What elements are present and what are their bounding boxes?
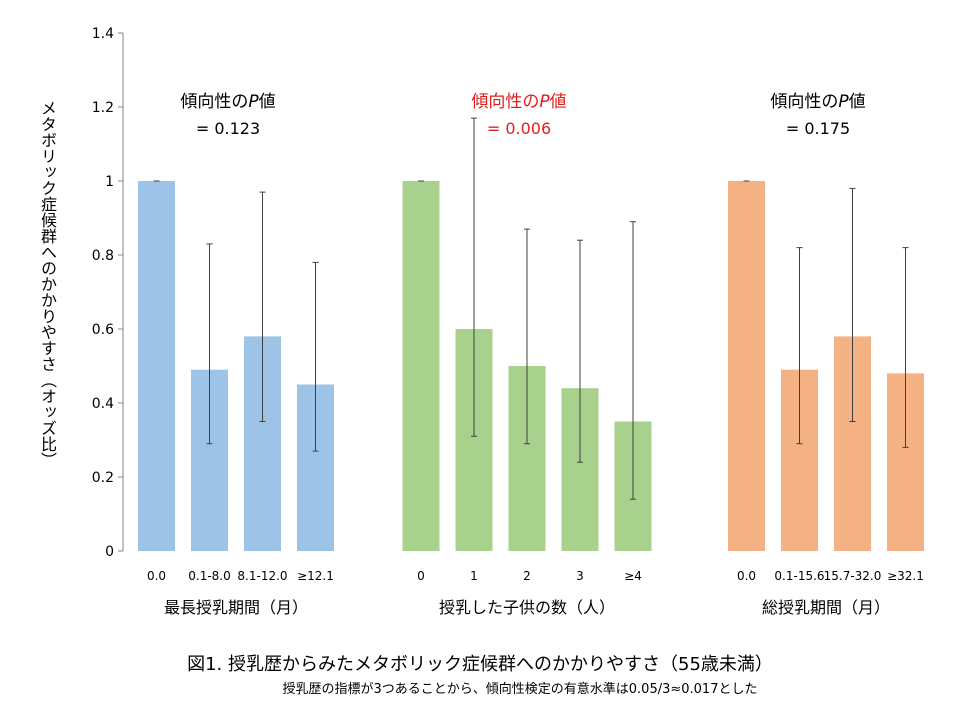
trend-p-label: 傾向性のP値 [180,92,275,112]
x-tick-label: ≥32.1 [887,569,924,583]
group-axis-label: 総授乳期間（月） [762,598,890,617]
trend-p-suffix: 値 [259,92,276,112]
x-tick-label: 2 [523,569,531,583]
x-tick-label: ≥4 [624,569,642,583]
bar [728,181,765,551]
y-tick-label: 0.6 [92,322,114,338]
trend-p-value: = 0.006 [487,119,551,138]
x-tick-label: ≥12.1 [297,569,334,583]
x-tick-label: 8.1-12.0 [237,569,287,583]
x-tick-label: 3 [576,569,584,583]
y-tick-label: 1 [105,174,114,190]
trend-p-label: 傾向性のP値 [471,92,566,112]
x-tick-label: 0.1-8.0 [188,569,231,583]
y-tick-label: 0.2 [92,470,114,486]
y-tick-label: 1.2 [92,100,114,116]
y-tick-label: 0.8 [92,248,114,264]
y-tick-label: 0.4 [92,396,114,412]
trend-p-label: 傾向性のP値 [770,92,865,112]
trend-p-value: = 0.175 [786,119,850,138]
trend-p-suffix: 値 [550,92,567,112]
trend-p-suffix: 値 [849,92,866,112]
trend-p-prefix: 傾向性の [471,92,539,112]
y-axis-label-wrap: メタボリック症候群へのかかりやすさ（オッズ比） [34,100,60,560]
x-tick-label: 15.7-32.0 [824,569,882,583]
x-tick-label: 0.0 [147,569,166,583]
x-tick-label: 0 [417,569,425,583]
figure-title: 図1. 授乳歴からみたメタボリック症候群へのかかりやすさ（55歳未満） [187,654,773,675]
y-tick-label: 0 [105,544,114,560]
x-tick-label: 1 [470,569,478,583]
trend-p-value: = 0.123 [196,119,260,138]
y-tick-label: 1.4 [92,26,114,42]
x-tick-label: 0.1-15.6 [774,569,824,583]
group-axis-label: 最長授乳期間（月） [164,598,308,617]
x-tick-label: 0.0 [737,569,756,583]
bar [138,181,175,551]
group-axis-label: 授乳した子供の数（人） [439,598,615,617]
trend-p-prefix: 傾向性の [770,92,838,112]
bar [402,181,440,551]
y-axis-label: メタボリック症候群へのかかりやすさ（オッズ比） [38,100,57,468]
figure-note: 授乳歴の指標が3つあることから、傾向性検定の有意水準は0.05/3≈0.017と… [282,682,758,697]
trend-p-prefix: 傾向性の [180,92,248,112]
trend-p-symbol: P [539,92,550,112]
trend-p-symbol: P [838,92,849,112]
trend-p-symbol: P [248,92,259,112]
